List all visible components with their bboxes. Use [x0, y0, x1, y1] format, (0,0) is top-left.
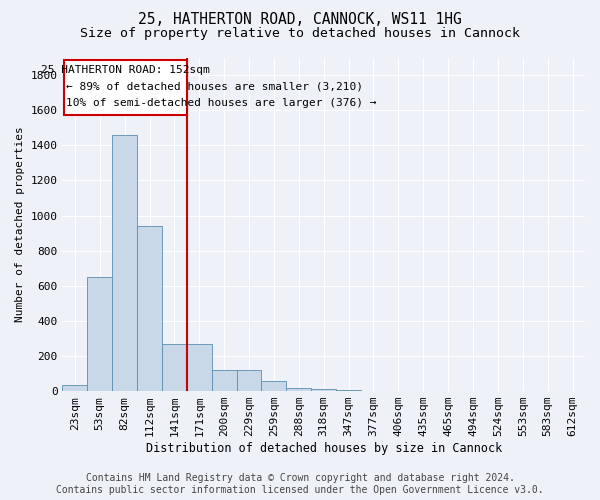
- Text: 25, HATHERTON ROAD, CANNOCK, WS11 1HG: 25, HATHERTON ROAD, CANNOCK, WS11 1HG: [138, 12, 462, 28]
- Bar: [112, 135, 137, 391]
- Text: Size of property relative to detached houses in Cannock: Size of property relative to detached ho…: [80, 28, 520, 40]
- FancyBboxPatch shape: [64, 60, 187, 116]
- Bar: [336, 390, 361, 391]
- Text: 10% of semi-detached houses are larger (376) →: 10% of semi-detached houses are larger (…: [66, 98, 377, 108]
- Bar: [286, 388, 311, 391]
- Text: 25 HATHERTON ROAD: 152sqm: 25 HATHERTON ROAD: 152sqm: [41, 64, 209, 74]
- X-axis label: Distribution of detached houses by size in Cannock: Distribution of detached houses by size …: [146, 442, 502, 455]
- Bar: [236, 370, 262, 391]
- Bar: [88, 277, 112, 391]
- Bar: [162, 344, 187, 391]
- Y-axis label: Number of detached properties: Number of detached properties: [15, 126, 25, 322]
- Bar: [187, 344, 212, 391]
- Text: ← 89% of detached houses are smaller (3,210): ← 89% of detached houses are smaller (3,…: [66, 82, 363, 92]
- Bar: [137, 226, 162, 391]
- Bar: [62, 385, 88, 391]
- Bar: [262, 380, 286, 391]
- Text: Contains HM Land Registry data © Crown copyright and database right 2024.
Contai: Contains HM Land Registry data © Crown c…: [56, 474, 544, 495]
- Bar: [311, 390, 336, 391]
- Bar: [212, 370, 236, 391]
- Bar: [361, 390, 386, 391]
